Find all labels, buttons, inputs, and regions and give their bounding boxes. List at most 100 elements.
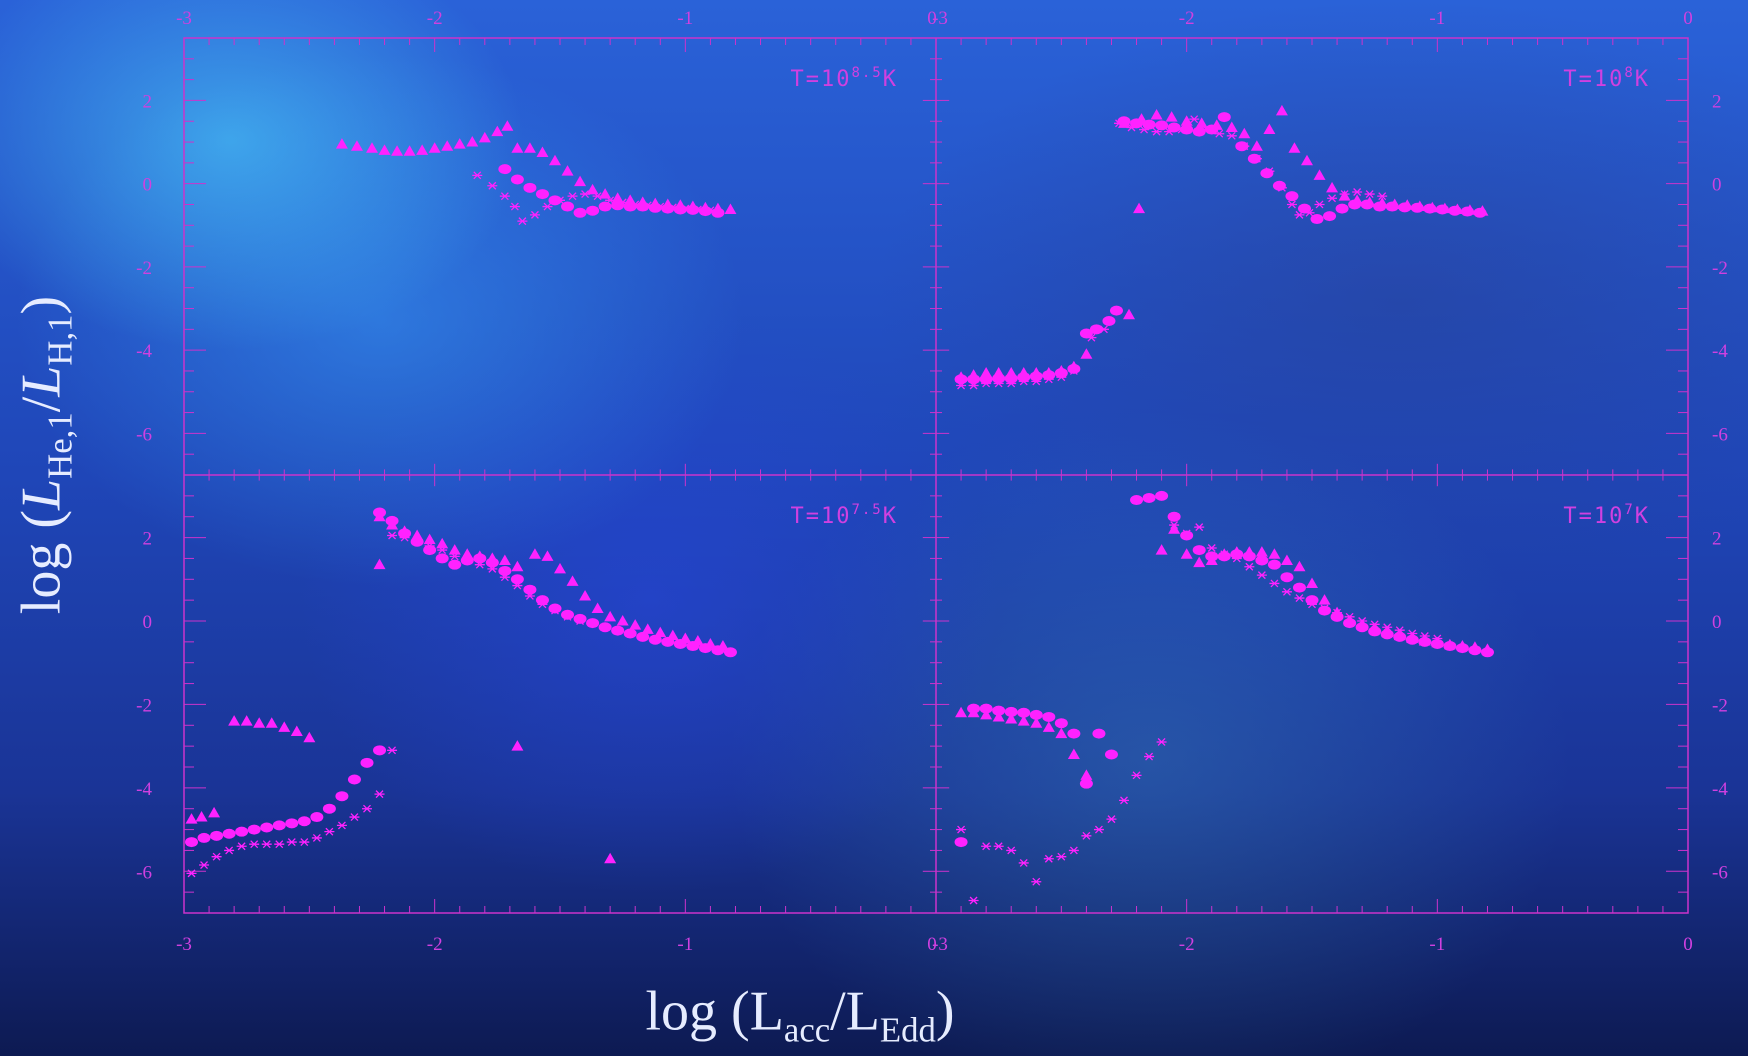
- circle-marker: [623, 628, 637, 639]
- asterisk-marker: [387, 531, 398, 540]
- circle-marker: [686, 641, 700, 652]
- y-tick-label-right: -6: [1712, 862, 1728, 883]
- panel-label-exponent: 8: [1624, 65, 1634, 81]
- asterisk-marker: [1043, 854, 1054, 863]
- triangle-marker: [265, 717, 278, 728]
- asterisk-marker: [617, 198, 628, 207]
- triangle-marker: [955, 706, 968, 718]
- y-tick-label-left: -6: [136, 862, 152, 883]
- circle-marker: [1380, 629, 1394, 640]
- circle-marker: [1305, 595, 1319, 606]
- circle-marker: [1473, 207, 1487, 218]
- circle-marker: [1285, 191, 1299, 202]
- asterisk-marker: [472, 171, 483, 180]
- triangle-marker: [208, 806, 221, 818]
- circle-marker: [1230, 549, 1244, 560]
- triangle-marker: [511, 142, 524, 153]
- asterisk-marker: [562, 612, 573, 621]
- asterisk-marker: [1357, 617, 1368, 625]
- circle-marker: [648, 634, 662, 645]
- panel-temperature-label: T=107K: [1563, 502, 1650, 529]
- asterisk-marker: [1369, 620, 1380, 629]
- triangle-marker: [629, 619, 642, 630]
- triangle-marker: [1338, 190, 1351, 201]
- triangle-marker: [1288, 142, 1301, 153]
- asterisk-marker: [1081, 831, 1092, 840]
- triangle-marker: [586, 183, 599, 195]
- asterisk-marker: [1319, 604, 1330, 613]
- triangle-marker: [1180, 115, 1193, 126]
- triangle-marker: [366, 142, 378, 153]
- circle-marker: [1042, 711, 1056, 722]
- y-label-var-num: L: [10, 478, 73, 510]
- asterisk-marker: [387, 746, 398, 755]
- y-tick-label-left: -4: [136, 779, 152, 800]
- triangle-marker: [373, 558, 386, 570]
- circle-marker: [586, 618, 600, 629]
- circle-marker: [623, 201, 637, 212]
- triangle-marker: [1225, 121, 1238, 132]
- circle-marker: [1343, 618, 1357, 629]
- y-label-sub-num: He,1: [40, 412, 80, 479]
- asterisk-marker: [1189, 115, 1200, 124]
- asterisk-marker: [1206, 544, 1217, 552]
- circle-marker: [1355, 622, 1369, 633]
- triangle-marker: [511, 560, 524, 572]
- x-tick-label-top: -2: [1179, 8, 1195, 29]
- asterisk-marker: [1068, 846, 1079, 855]
- asterisk-marker: [1201, 125, 1212, 134]
- circle-marker: [1418, 636, 1432, 647]
- circle-marker: [967, 374, 981, 385]
- asterisk-marker: [981, 379, 992, 388]
- circle-marker: [1130, 495, 1144, 506]
- panel-label-exponent: 8.5: [851, 65, 882, 81]
- circle-marker: [473, 553, 487, 564]
- asterisk-marker: [249, 840, 260, 849]
- triangle-marker: [1300, 154, 1313, 166]
- asterisk-marker: [1332, 608, 1343, 617]
- triangle-marker: [511, 740, 524, 751]
- asterisk-marker: [487, 564, 498, 573]
- asterisk-marker: [1394, 626, 1405, 635]
- circle-marker: [979, 703, 993, 714]
- triangle-marker: [1005, 713, 1018, 724]
- circle-marker: [1029, 371, 1043, 382]
- asterisk-marker: [1281, 587, 1292, 596]
- circle-marker: [1155, 490, 1169, 501]
- y-tick-label-right: -4: [1712, 341, 1728, 362]
- asterisk-marker: [1031, 377, 1042, 386]
- circle-marker: [1109, 305, 1123, 316]
- triangle-marker: [478, 131, 491, 143]
- circle-marker: [611, 625, 625, 636]
- asterisk-marker: [1156, 738, 1167, 746]
- circle-marker: [398, 528, 412, 539]
- asterisk-marker: [1276, 183, 1287, 192]
- triangle-marker: [335, 138, 348, 149]
- circle-marker: [285, 818, 299, 829]
- circle-marker: [1398, 202, 1412, 213]
- circle-marker: [1029, 709, 1043, 720]
- circle-marker: [598, 622, 612, 633]
- panel-temperature-label: T=108K: [1563, 65, 1650, 92]
- asterisk-marker: [1304, 208, 1315, 217]
- asterisk-marker: [692, 205, 703, 214]
- triangle-marker: [1195, 117, 1208, 128]
- asterisk-marker: [1214, 129, 1225, 138]
- asterisk-marker: [199, 861, 210, 869]
- triangle-marker: [1250, 140, 1263, 151]
- circle-marker: [1310, 214, 1324, 225]
- triangle-marker: [724, 203, 737, 214]
- x-tick-label-bottom: -3: [932, 934, 948, 955]
- x-label-suffix: ): [935, 980, 955, 1043]
- circle-marker: [1017, 372, 1031, 383]
- x-tick-label-bottom: 0: [1683, 934, 1693, 955]
- asterisk-marker: [361, 804, 372, 813]
- circle-marker: [260, 822, 274, 833]
- triangle-marker: [491, 125, 504, 137]
- asterisk-marker: [1031, 877, 1042, 886]
- circle-marker: [967, 703, 981, 714]
- asterisk-marker: [1018, 377, 1029, 386]
- x-tick-label-top: -3: [932, 8, 948, 29]
- panel-label-exponent: 7: [1624, 502, 1634, 518]
- circle-marker: [185, 837, 199, 848]
